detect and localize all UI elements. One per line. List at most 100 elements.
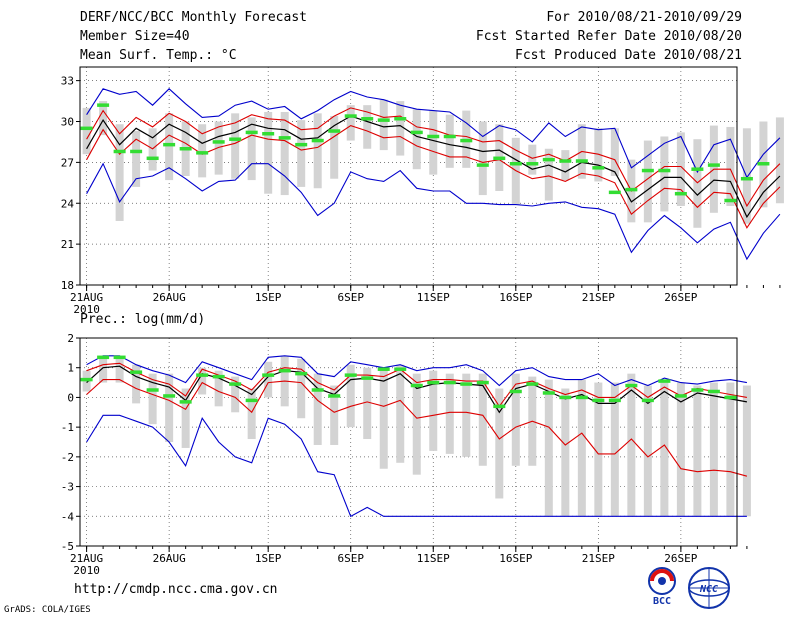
produced-date: Fcst Produced Date 2010/08/21 [515,48,742,63]
spread-bar [528,144,537,175]
spread-bar [676,132,685,206]
x-tick-label: 11SEP [417,552,450,565]
series-upper-inner [86,362,747,408]
x-year-label: 2010 [73,564,100,577]
spread-bar [726,126,735,206]
spread-bar [775,117,784,204]
y-tick-label: -3 [61,481,74,494]
spread-bar [82,107,91,155]
ncc-logo-text: NCC [699,584,718,595]
spread-bar [495,388,504,499]
spread-bar [313,113,322,189]
forecast-period: For 2010/08/21-2010/09/29 [546,10,742,25]
spread-bar [99,101,108,136]
y-tick-label: -1 [61,421,74,434]
member-size: Member Size=40 [80,29,190,44]
x-tick-label: 21AUG [70,552,103,565]
y-tick-label: 18 [61,279,74,292]
spread-bar [198,124,207,178]
y-tick-label: -5 [61,540,74,553]
spread-bar [610,382,619,517]
spread-bar [363,105,372,149]
y-tick-label: -2 [61,451,74,464]
series-upper-outer [86,355,747,387]
spread-bar [330,116,339,179]
spread-bar [445,373,454,454]
spread-bar [462,373,471,457]
spread-bar [198,367,207,395]
spread-bar [594,128,603,182]
spread-bar [264,361,273,398]
y-tick-label: -4 [61,510,75,523]
spread-bar [561,150,570,181]
spread-bar [594,382,603,517]
spread-bar [247,117,256,181]
spread-bar [99,355,108,383]
spread-bar [445,114,454,168]
x-year-label: 2010 [73,303,100,316]
precip-label: Prec.: log(mm/d) [80,312,206,327]
spread-bar [297,120,306,187]
spread-bar [396,101,405,156]
spread-bar [511,137,520,205]
spread-bar [544,379,553,517]
spread-bar [363,367,372,440]
spread-bar [412,109,421,170]
spread-bar [115,355,124,383]
y-tick-label: 1 [67,362,74,375]
series-ensemble-mean [86,115,781,219]
spread-bar [297,358,306,419]
spread-bar [313,373,322,445]
y-tick-label: 27 [61,156,74,169]
spread-bar [264,111,273,194]
spread-bar [247,388,256,440]
spread-bar [214,121,223,175]
spread-bar [561,388,570,517]
bcc-logo-text: BCC [653,596,671,606]
spread-bar [643,140,652,223]
series-lower-inner [86,379,748,477]
x-tick-label: 21SEP [582,291,615,304]
series-upper-inner [86,107,781,208]
x-tick-label: 26AUG [153,291,186,304]
spread-bar [544,148,553,201]
start-date: Fcst Started Refer Date 2010/08/20 [475,29,742,44]
spread-bar [231,113,240,179]
spread-bar [693,385,702,517]
spread-bar [742,385,751,517]
spread-bar [330,385,339,445]
x-tick-label: 6SEP [337,552,364,565]
spread-bar [165,113,174,181]
spread-bar [660,379,669,517]
spread-bar [231,376,240,413]
spread-bar [478,373,487,466]
spread-bar [478,121,487,196]
series-lower-outer [86,162,781,261]
y-tick-label: 33 [61,75,74,88]
spread-bar [280,111,289,196]
figure-title: DERF/NCC/BCC Monthly Forecast [80,10,307,25]
bcc-logo: BCC [648,567,676,606]
y-tick-label: 24 [61,197,75,210]
series-lower-outer [86,414,747,518]
x-tick-label: 16SEP [499,291,532,304]
x-tick-label: 1SEP [255,552,282,565]
y-tick-label: 30 [61,116,74,129]
x-tick-label: 26SEP [664,552,697,565]
spread-bar [577,379,586,517]
spread-bar [148,373,157,425]
spread-bar [115,124,124,221]
spread-bar [709,382,718,517]
spread-bar [429,110,438,175]
website-url[interactable]: http://cmdp.ncc.cma.gov.cn [74,582,278,597]
grads-credit: GrADS: COLA/IGES [4,605,91,615]
x-tick-label: 21AUG [70,291,103,304]
plot-frame [79,337,738,547]
spread-bar [132,364,141,404]
spread-bar [346,105,355,141]
x-tick-label: 6SEP [337,291,364,304]
